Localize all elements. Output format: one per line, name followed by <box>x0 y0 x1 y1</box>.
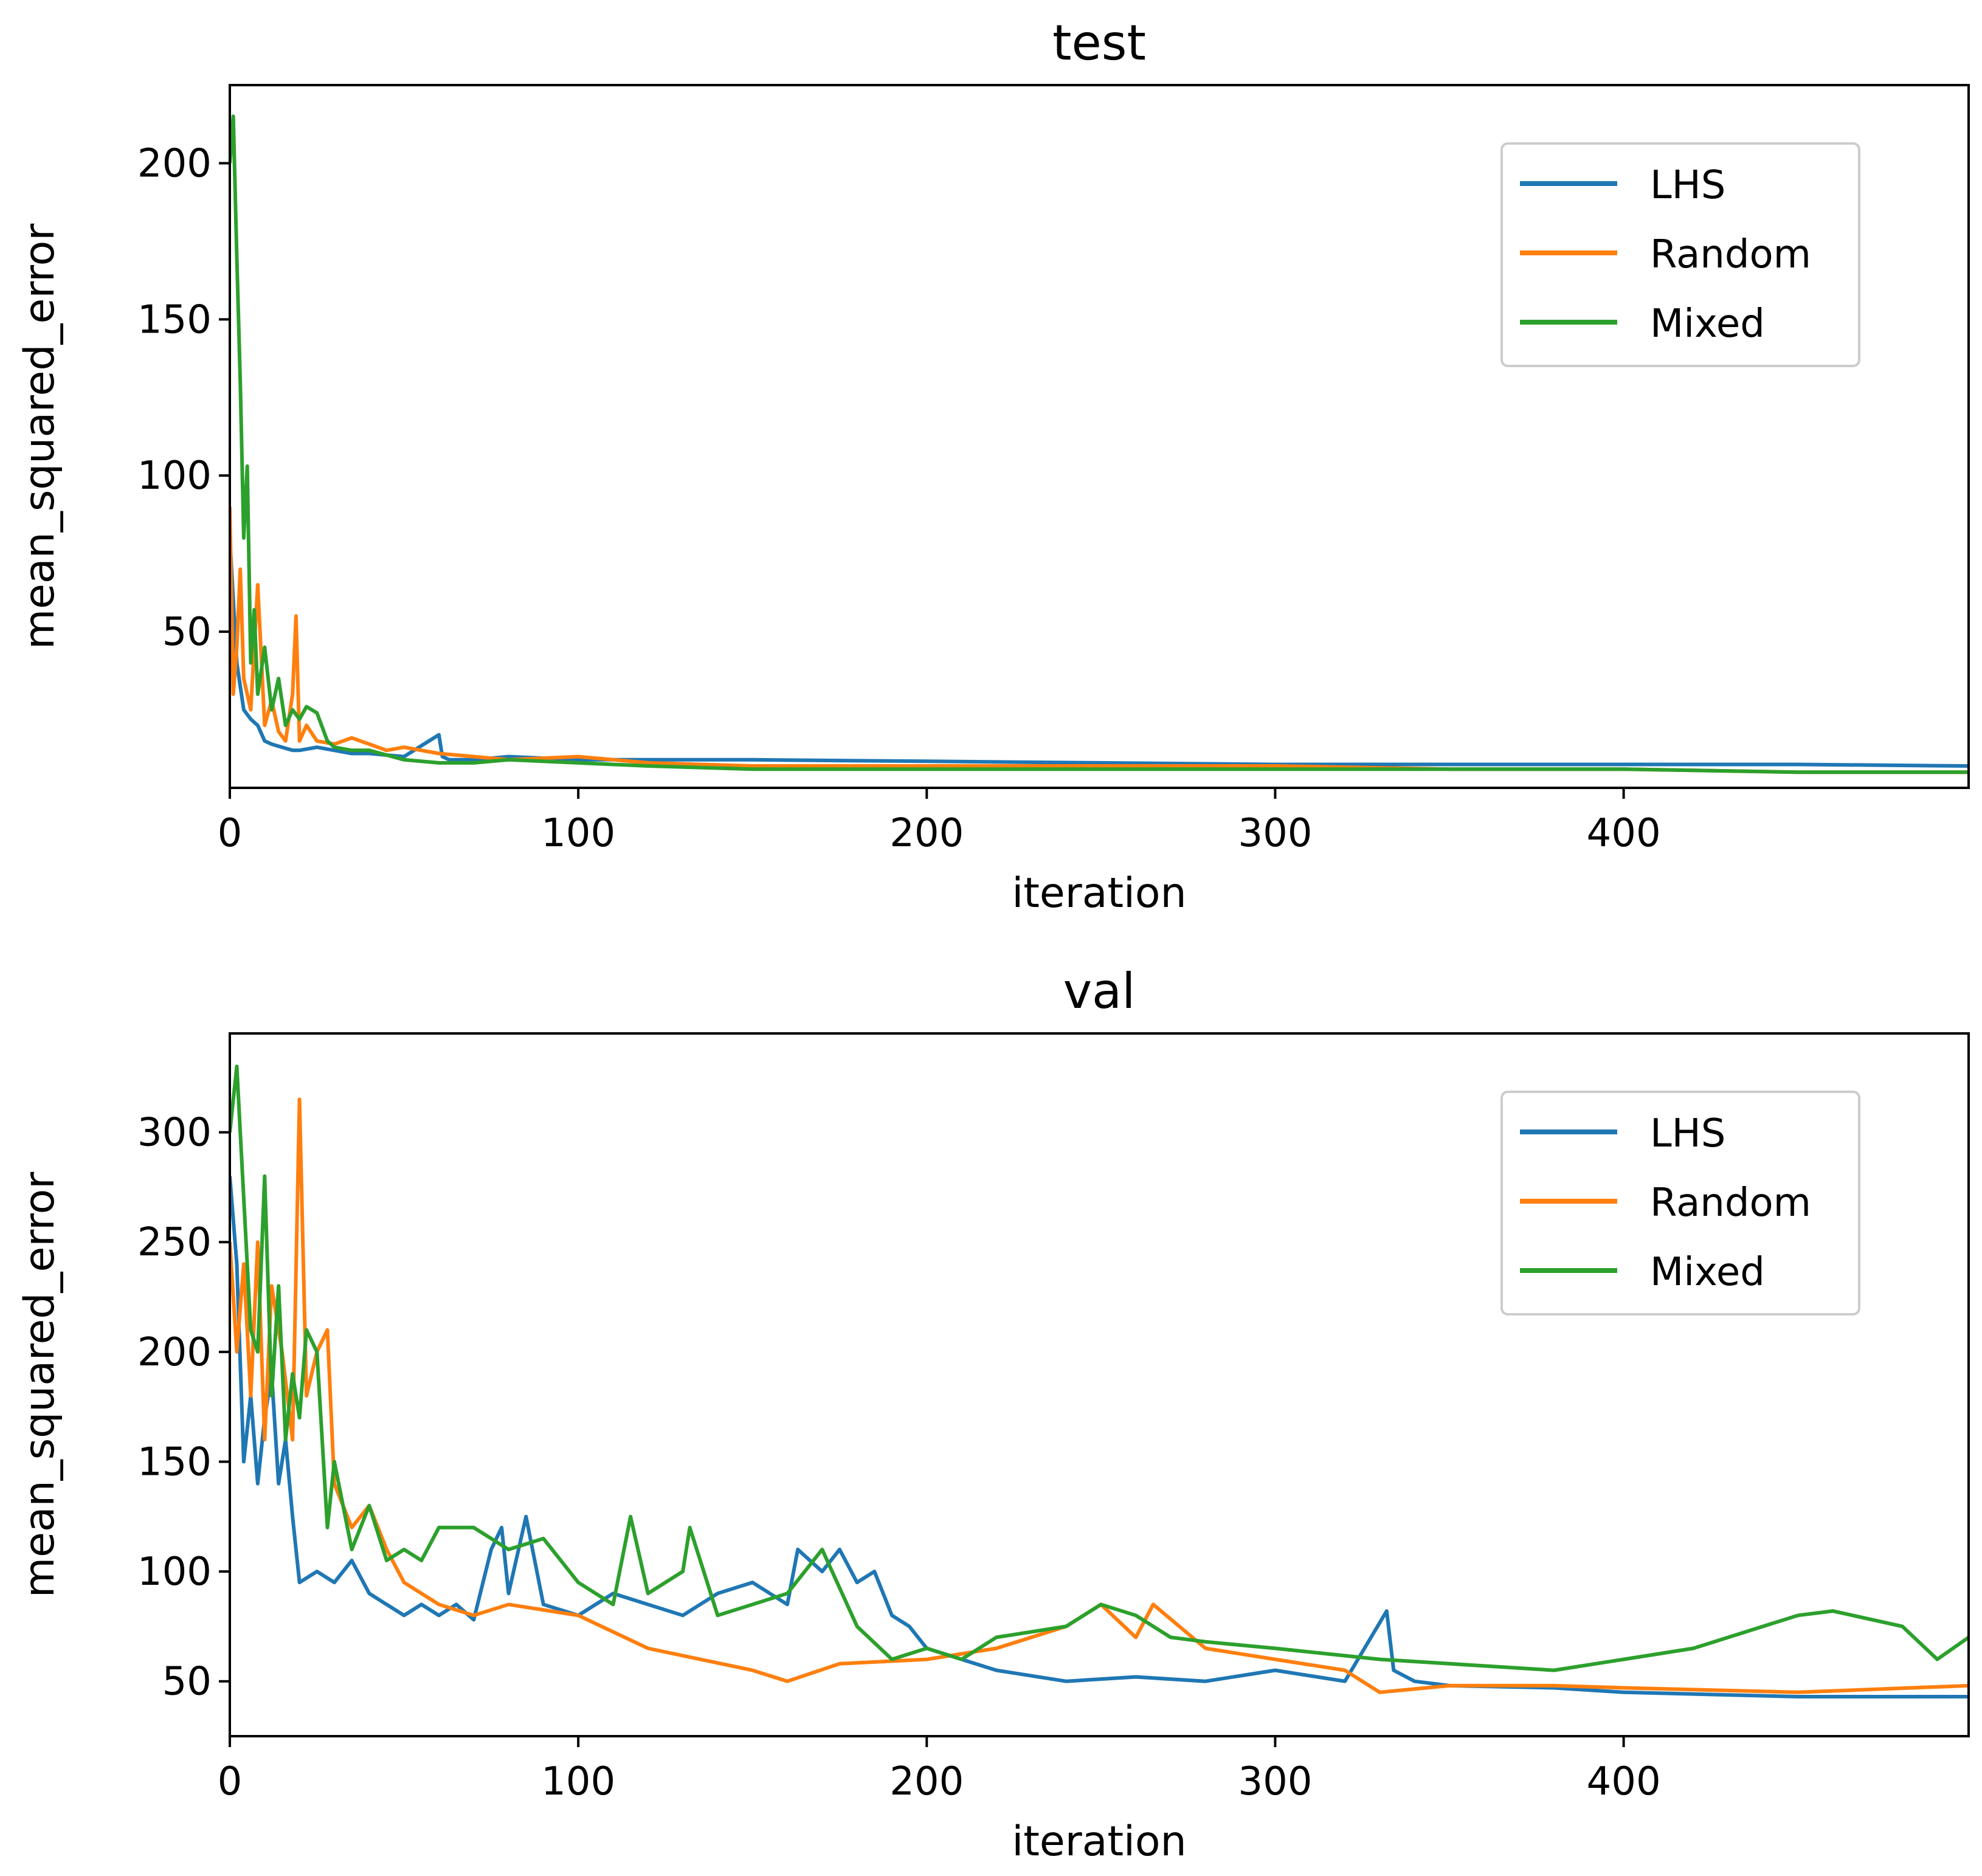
chart-title: val <box>1063 963 1136 1019</box>
y-tick-label: 50 <box>162 610 212 655</box>
x-tick-label: 400 <box>1587 1759 1661 1804</box>
axes-frame <box>229 1032 1970 1737</box>
series-line-mixed <box>230 114 1969 774</box>
legend-label-lhs: LHS <box>1650 163 1725 208</box>
y-tick-label: 250 <box>137 1220 212 1265</box>
x-axis-label: iteration <box>1012 869 1186 917</box>
y-tick-label: 300 <box>137 1111 212 1156</box>
y-axis-label: mean_squared_error <box>16 224 64 649</box>
x-tick-label: 100 <box>541 811 615 856</box>
series-line-mixed <box>230 1064 1969 1672</box>
x-tick-label: 300 <box>1238 811 1312 856</box>
x-tick-label: 400 <box>1587 811 1661 856</box>
y-axis-label: mean_squared_error <box>16 1172 64 1598</box>
legend-label-random: Random <box>1650 1181 1811 1226</box>
y-tick-label: 200 <box>137 141 212 186</box>
x-tick-label: 0 <box>218 1759 243 1804</box>
x-tick-label: 100 <box>541 1759 615 1804</box>
x-tick-label: 200 <box>889 1759 964 1804</box>
x-tick-label: 300 <box>1238 1759 1312 1804</box>
chart-title: test <box>1052 15 1146 71</box>
legend-label-mixed: Mixed <box>1650 1250 1765 1295</box>
series-line-random <box>230 1097 1969 1694</box>
legend-box <box>1500 1091 1860 1316</box>
legend-box <box>1500 142 1860 367</box>
y-tick-label: 50 <box>162 1660 212 1705</box>
y-tick-label: 100 <box>137 1550 212 1595</box>
legend: LHS Random Mixed <box>1500 1091 1860 1316</box>
val-chart: val 0 100 200 300 400 50 100 150 200 250 300 iterati… <box>16 963 1970 1866</box>
y-tick-label: 100 <box>137 453 212 498</box>
y-tick-label: 200 <box>137 1330 212 1375</box>
y-tick-label: 150 <box>137 297 212 342</box>
legend-label-random: Random <box>1650 232 1811 277</box>
test-chart: test 0 100 200 300 400 50 100 150 200 iteration mea… <box>16 15 1970 917</box>
legend-label-lhs: LHS <box>1650 1111 1725 1156</box>
x-axis-label: iteration <box>1012 1818 1186 1866</box>
series-line-lhs <box>230 537 1969 768</box>
legend: LHS Random Mixed <box>1500 142 1860 367</box>
y-tick-label: 150 <box>137 1440 212 1485</box>
series-line-lhs <box>230 1176 1969 1698</box>
x-tick-label: 200 <box>889 811 964 856</box>
axes-frame <box>229 84 1970 789</box>
legend-label-mixed: Mixed <box>1650 302 1765 347</box>
x-tick-label: 0 <box>218 811 243 856</box>
